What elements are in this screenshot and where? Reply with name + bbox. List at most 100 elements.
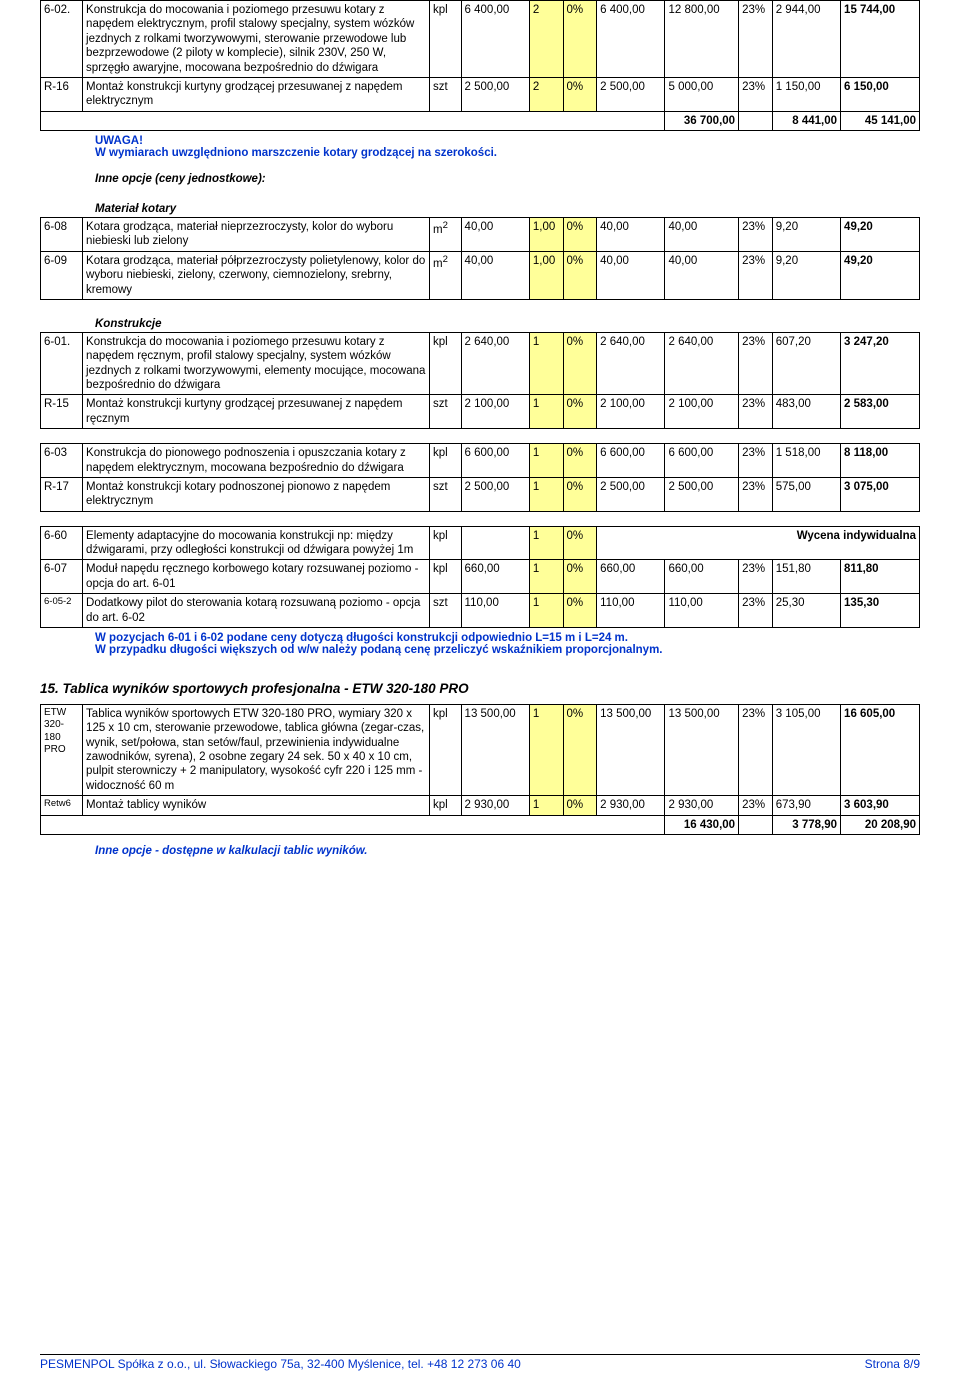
total-subtotal: 36 700,00 — [665, 111, 739, 130]
uwaga-text: W wymiarach uwzględniono marszczenie kot… — [95, 147, 497, 159]
row-vat-value: 575,00 — [772, 477, 840, 511]
row-discount: 0% — [563, 77, 597, 111]
table-row: 6-05-2 Dodatkowy pilot do sterowania kot… — [41, 594, 920, 628]
row-net: 40,00 — [597, 251, 665, 299]
row-subtotal: 40,00 — [665, 218, 739, 252]
subhead-konstrukcje: Konstrukcje — [95, 318, 920, 330]
row-vat-value: 151,80 — [772, 560, 840, 594]
row-vat-value: 1 518,00 — [772, 444, 840, 478]
table-row: 6-02. Konstrukcja do mocowania i poziome… — [41, 1, 920, 78]
row-total: Wycena indywidualna — [597, 526, 920, 560]
row-unit-price: 2 500,00 — [461, 77, 529, 111]
row-subtotal: 110,00 — [665, 594, 739, 628]
page-footer: PESMENPOL Spółka z o.o., ul. Słowackiego… — [40, 1354, 920, 1371]
row-vat: 23% — [739, 444, 773, 478]
row-unit-price: 40,00 — [461, 218, 529, 252]
row-subtotal: 12 800,00 — [665, 1, 739, 78]
row-subtotal: 5 000,00 — [665, 77, 739, 111]
table-row: 6-09 Kotara grodząca, materiał półprzezr… — [41, 251, 920, 299]
row-unit-price: 6 400,00 — [461, 1, 529, 78]
row-qty: 1 — [529, 332, 563, 395]
row-total: 16 605,00 — [841, 704, 920, 795]
row-id: R-16 — [41, 77, 83, 111]
row-discount: 0% — [563, 251, 597, 299]
footer-right: Strona 8/9 — [865, 1357, 920, 1371]
table-row: R-15 Montaż konstrukcji kurtyny grodzące… — [41, 395, 920, 429]
row-id: R-17 — [41, 477, 83, 511]
row-id: ETW 320-180 PRO — [41, 704, 83, 795]
row-desc: Konstrukcja do mocowania i poziomego prz… — [83, 332, 430, 395]
section-title-15: 15. Tablica wyników sportowych profesjon… — [40, 681, 920, 696]
row-total: 8 118,00 — [841, 444, 920, 478]
row-unit-price: 6 600,00 — [461, 444, 529, 478]
row-subtotal: 40,00 — [665, 251, 739, 299]
row-desc: Konstrukcja do mocowania i poziomego prz… — [83, 1, 430, 78]
row-vat-value: 673,90 — [772, 796, 840, 815]
row-vat: 23% — [739, 796, 773, 815]
row-unit: kpl — [430, 444, 462, 478]
row-vat: 23% — [739, 77, 773, 111]
length-note-line1: W pozycjach 6-01 i 6-02 podane ceny doty… — [95, 632, 628, 644]
row-desc: Kotara grodząca, materiał nieprzezroczys… — [83, 218, 430, 252]
total-vat: 8 441,00 — [772, 111, 840, 130]
row-unit: kpl — [430, 704, 462, 795]
row-vat-value: 25,30 — [772, 594, 840, 628]
row-vat-value: 2 944,00 — [772, 1, 840, 78]
row-total: 49,20 — [841, 218, 920, 252]
row-net: 110,00 — [597, 594, 665, 628]
row-vat-value: 1 150,00 — [772, 77, 840, 111]
table-row: 6-03 Konstrukcja do pionowego podnoszeni… — [41, 444, 920, 478]
row-qty: 1 — [529, 704, 563, 795]
row-unit: kpl — [430, 796, 462, 815]
row-vat: 23% — [739, 1, 773, 78]
row-net: 2 100,00 — [597, 395, 665, 429]
row-id: R-15 — [41, 395, 83, 429]
row-vat: 23% — [739, 594, 773, 628]
row-vat: 23% — [739, 251, 773, 299]
row-qty: 1 — [529, 560, 563, 594]
row-qty: 1,00 — [529, 251, 563, 299]
table-block-1: 6-02. Konstrukcja do mocowania i poziome… — [40, 0, 920, 131]
row-subtotal: 6 600,00 — [665, 444, 739, 478]
row-desc: Konstrukcja do pionowego podnoszenia i o… — [83, 444, 430, 478]
row-discount: 0% — [563, 332, 597, 395]
row-net: 2 930,00 — [597, 796, 665, 815]
table-row: 6-08 Kotara grodząca, materiał nieprzezr… — [41, 218, 920, 252]
row-unit: szt — [430, 594, 462, 628]
row-unit: m2 — [430, 218, 462, 252]
row-desc: Montaż konstrukcji kurtyny grodzącej prz… — [83, 77, 430, 111]
row-total: 3 247,20 — [841, 332, 920, 395]
row-unit-price: 2 100,00 — [461, 395, 529, 429]
row-discount: 0% — [563, 796, 597, 815]
row-total: 2 583,00 — [841, 395, 920, 429]
table-row: Retw6 Montaż tablicy wyników kpl 2 930,0… — [41, 796, 920, 815]
row-qty: 1 — [529, 477, 563, 511]
row-net: 40,00 — [597, 218, 665, 252]
row-subtotal: 2 640,00 — [665, 332, 739, 395]
row-qty: 2 — [529, 1, 563, 78]
row-vat-value: 9,20 — [772, 251, 840, 299]
table-row: R-16 Montaż konstrukcji kurtyny grodzące… — [41, 77, 920, 111]
table-etw: ETW 320-180 PRO Tablica wyników sportowy… — [40, 704, 920, 835]
row-desc: Dodatkowy pilot do sterowania kotarą roz… — [83, 594, 430, 628]
row-vat: 23% — [739, 477, 773, 511]
row-qty: 2 — [529, 77, 563, 111]
row-total: 6 150,00 — [841, 77, 920, 111]
row-unit: szt — [430, 477, 462, 511]
row-discount: 0% — [563, 526, 597, 560]
row-subtotal: 13 500,00 — [665, 704, 739, 795]
row-unit-price: 2 930,00 — [461, 796, 529, 815]
total-gross: 45 141,00 — [841, 111, 920, 130]
row-id: 6-05-2 — [41, 594, 83, 628]
totals-row: 36 700,00 8 441,00 45 141,00 — [41, 111, 920, 130]
row-unit: szt — [430, 77, 462, 111]
note-inne-opcje-tablice: Inne opcje - dostępne w kalkulacji tabli… — [95, 845, 920, 857]
row-unit-price: 13 500,00 — [461, 704, 529, 795]
row-desc: Montaż tablicy wyników — [83, 796, 430, 815]
row-desc: Elementy adaptacyjne do mocowania konstr… — [83, 526, 430, 560]
row-unit: kpl — [430, 332, 462, 395]
row-total: 15 744,00 — [841, 1, 920, 78]
row-subtotal: 2 930,00 — [665, 796, 739, 815]
length-note-line2: W przypadku długości większych od w/w na… — [95, 644, 663, 656]
row-net: 6 400,00 — [597, 1, 665, 78]
